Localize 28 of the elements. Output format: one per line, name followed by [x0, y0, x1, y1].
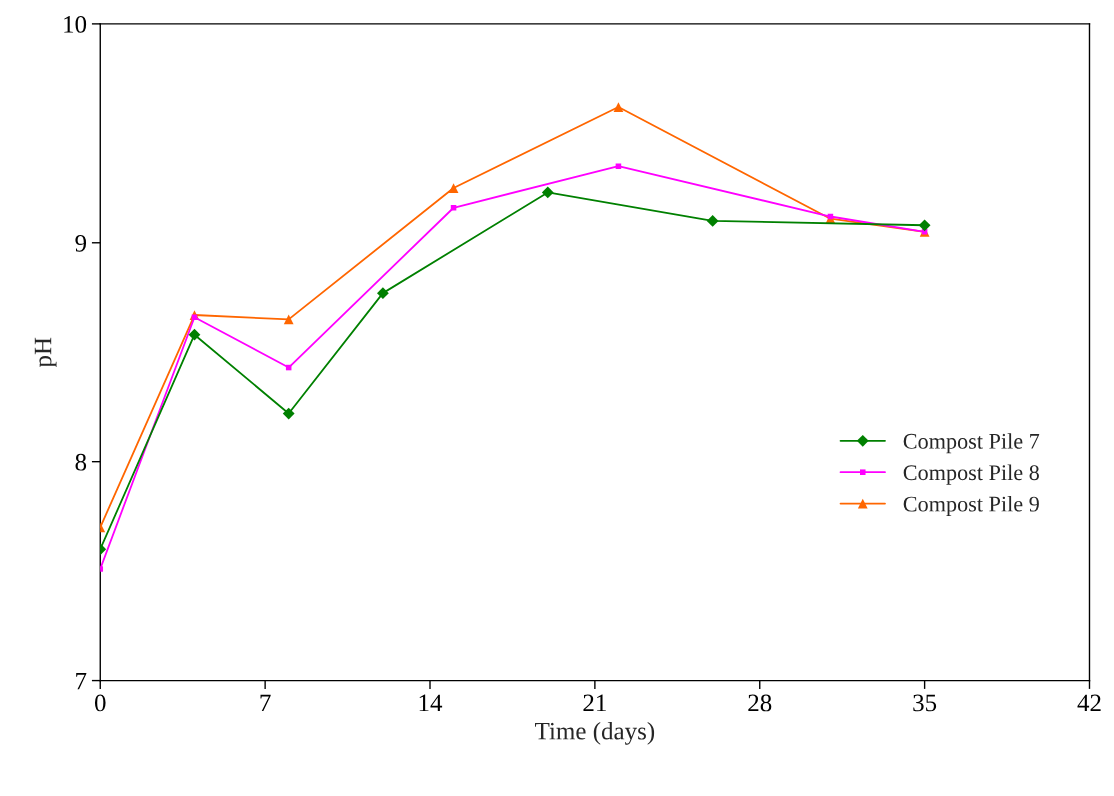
point	[377, 287, 389, 300]
point	[706, 215, 719, 227]
x-axis-title: Time (days)	[535, 722, 655, 745]
point	[188, 328, 201, 341]
x-tick-label: 7	[260, 694, 271, 712]
x-tick-label: 21	[583, 694, 606, 712]
point	[448, 183, 459, 193]
point	[283, 314, 294, 325]
y-tick-label: 10	[64, 15, 87, 33]
x-tick-label: 14	[419, 694, 443, 712]
y-axis-title: pH	[34, 337, 57, 368]
point	[282, 407, 295, 420]
legend-label: Compost Pile 8	[903, 464, 1039, 485]
y-tick-label: 8	[75, 453, 87, 471]
y-tick-label: 9	[75, 234, 87, 252]
x-tick-label: 0	[94, 694, 106, 712]
point	[191, 314, 198, 320]
legend-label: Compost Pile 9	[903, 495, 1039, 517]
point	[450, 204, 457, 211]
x-tick-label: 35	[913, 694, 937, 712]
x-tick-label: 28	[748, 694, 772, 712]
legend-label: Compost Pile 7	[903, 433, 1040, 454]
point	[615, 163, 622, 169]
point	[613, 102, 624, 112]
point	[918, 219, 931, 232]
y-tick-label: 7	[76, 672, 87, 690]
point	[541, 186, 554, 199]
x-tick-label: 42	[1077, 694, 1101, 712]
